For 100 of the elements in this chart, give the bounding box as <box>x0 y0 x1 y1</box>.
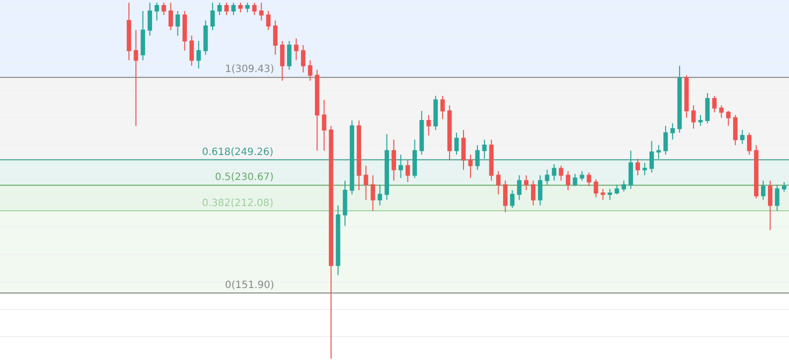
candlestick <box>210 2 215 31</box>
ref-line-label: 0.5(230.67) <box>215 172 274 183</box>
candlestick <box>217 2 222 16</box>
candlestick <box>622 180 626 192</box>
candlestick <box>154 2 160 22</box>
candlestick <box>140 10 146 61</box>
candlestick <box>196 40 201 69</box>
candlestick <box>252 2 257 16</box>
candlestick <box>162 2 166 16</box>
candlestick <box>426 114 431 136</box>
candlestick <box>231 2 236 16</box>
candlestick <box>649 140 654 173</box>
candlestick <box>314 69 320 152</box>
candlestick <box>475 144 480 170</box>
candlestick <box>747 132 752 156</box>
candlestick <box>552 164 556 182</box>
ref-line-label: 1(309.43) <box>225 64 274 75</box>
candlestick <box>287 40 292 70</box>
candlestick <box>684 74 689 118</box>
candlestick <box>224 2 229 16</box>
candlestick <box>294 38 298 61</box>
candlestick <box>503 180 508 213</box>
candlestick <box>636 158 640 176</box>
candlestick <box>454 132 459 156</box>
candlestick <box>378 184 382 206</box>
candlestick <box>538 174 542 206</box>
candlestick <box>768 180 772 230</box>
candlestick <box>273 20 278 56</box>
candlestick <box>496 170 501 195</box>
candlestick <box>726 110 731 126</box>
candlestick <box>189 35 194 66</box>
candlestick <box>370 174 376 212</box>
candlestick <box>740 130 745 144</box>
candlestick <box>489 139 494 182</box>
ref-line-label: 0.382(212.08) <box>202 198 274 209</box>
candlestick <box>656 144 661 160</box>
candlestick <box>698 114 703 126</box>
candlestick <box>356 120 362 191</box>
candlestick <box>733 114 738 146</box>
candlestick <box>148 2 152 36</box>
candlestick <box>364 165 368 200</box>
candlestick <box>168 2 173 31</box>
candlestick <box>566 170 570 191</box>
candlestick <box>419 110 424 156</box>
candlestick <box>517 174 522 200</box>
candlestick <box>266 10 271 31</box>
candlestick <box>182 10 187 52</box>
candlestick <box>433 95 438 131</box>
candlestick <box>586 172 592 187</box>
candlestick <box>600 188 606 200</box>
candlestick <box>594 178 598 198</box>
candlestick <box>510 190 514 209</box>
candlestick <box>328 125 334 360</box>
ref-line-label: 0(151.90) <box>225 280 274 291</box>
candlestick <box>614 184 620 195</box>
candlestick <box>670 122 675 140</box>
candlestick <box>406 160 410 183</box>
candlestick <box>530 180 536 206</box>
candlestick <box>176 10 180 36</box>
candlestick <box>342 180 348 226</box>
candlestick <box>482 139 487 160</box>
candlestick <box>642 162 647 176</box>
candlestick <box>608 188 612 200</box>
candlestick <box>468 154 473 178</box>
candlestick <box>705 92 710 124</box>
candlestick <box>558 165 564 182</box>
candlestick <box>308 60 312 82</box>
candlestick <box>398 154 403 178</box>
candlestick <box>245 2 250 13</box>
candlestick <box>238 2 243 13</box>
candlestick <box>712 95 717 113</box>
candlestick <box>336 204 340 276</box>
candlestick <box>322 99 326 152</box>
candlestick <box>300 44 306 74</box>
candlestick <box>350 120 354 195</box>
candlestick <box>384 134 390 200</box>
candlestick <box>761 180 766 200</box>
candlestick <box>572 173 578 187</box>
candlestick <box>524 174 528 191</box>
candlestick <box>677 65 682 134</box>
candlestick <box>774 184 780 212</box>
candlestick <box>663 125 668 156</box>
candlestick <box>447 104 452 161</box>
candlestick <box>691 104 696 130</box>
candlestick <box>134 30 138 126</box>
candlestick <box>126 2 132 61</box>
candlestick <box>580 170 584 182</box>
candlestick <box>544 169 550 186</box>
candlestick <box>754 144 758 199</box>
candlestick <box>259 2 264 22</box>
candlestick <box>392 139 396 182</box>
candlestick <box>628 150 633 190</box>
candlestick <box>719 104 724 118</box>
candlestick <box>461 130 466 170</box>
candlestick <box>782 182 786 192</box>
candlestick <box>280 40 284 82</box>
candlestick <box>203 20 208 56</box>
candlestick <box>412 139 417 178</box>
candlestick <box>440 95 445 120</box>
ref-line-label: 0.618(249.26) <box>202 147 274 158</box>
